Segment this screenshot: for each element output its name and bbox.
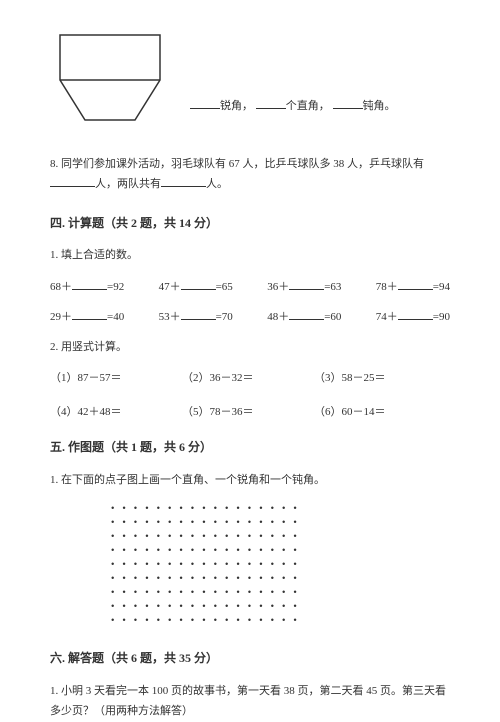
eq-2-4: 74＋=90 [376,308,450,328]
blank-acute[interactable] [190,97,220,109]
dot-row: ••••••••••••••••• [110,586,450,600]
q8-prefix: 8. 同学们参加课外活动，羽毛球队有 67 人，比乒乓球队多 38 人，乒乓球队… [50,158,424,170]
eq-2-1: 29＋=40 [50,308,124,328]
dot-row: ••••••••••••••••• [110,544,450,558]
eq-blank[interactable] [289,278,324,290]
eq-row-1: 68＋=92 47＋=65 36＋=63 78＋=94 [50,278,450,298]
label-acute: 锐角， [220,100,253,112]
eq-blank[interactable] [181,278,216,290]
eq-blank[interactable] [289,308,324,320]
dot-row: ••••••••••••••••• [110,558,450,572]
label-obtuse: 钝角。 [363,100,396,112]
shape-question-row: 锐角， 个直角， 钝角。 [50,30,450,125]
dot-row: ••••••••••••••••• [110,502,450,516]
label-right: 个直角， [286,100,330,112]
eq-1-4: 78＋=94 [376,278,450,298]
dot-row: ••••••••••••••••• [110,516,450,530]
eq-1-3: 36＋=63 [267,278,341,298]
blank-right[interactable] [256,97,286,109]
vert-1-1: （1）87－57＝ [50,369,182,389]
section-4-title: 四. 计算题（共 2 题，共 14 分） [50,213,450,235]
vert-2-1: （4）42＋48＝ [50,403,182,423]
eq-1-1: 68＋=92 [50,278,124,298]
angle-blanks: 锐角， 个直角， 钝角。 [190,97,396,125]
blank-obtuse[interactable] [333,97,363,109]
dot-grid: ••••••••••••••••••••••••••••••••••••••••… [110,502,450,628]
section-4-sub1: 1. 填上合适的数。 [50,246,450,266]
q8-suffix: 人。 [206,178,228,190]
section-6-q1: 1. 小明 3 天看完一本 100 页的故事书，第一天看 38 页，第二天看 4… [50,682,450,722]
eq-2-3: 48＋=60 [267,308,341,328]
eq-blank[interactable] [398,308,433,320]
vert-1-2: （2）36－32＝ [182,369,314,389]
vert-2-2: （5）78－36＝ [182,403,314,423]
eq-blank[interactable] [181,308,216,320]
pentagon-shape [50,30,170,125]
eq-blank[interactable] [72,308,107,320]
vert-row-2: （4）42＋48＝ （5）78－36＝ （6）60－14＝ [50,403,450,423]
vert-2-3: （6）60－14＝ [314,403,446,423]
dot-row: ••••••••••••••••• [110,600,450,614]
eq-blank[interactable] [72,278,107,290]
vert-1-3: （3）58－25＝ [314,369,446,389]
eq-row-2: 29＋=40 53＋=70 48＋=60 74＋=90 [50,308,450,328]
question-8: 8. 同学们参加课外活动，羽毛球队有 67 人，比乒乓球队多 38 人，乒乓球队… [50,155,450,195]
dot-row: ••••••••••••••••• [110,530,450,544]
eq-1-2: 47＋=65 [159,278,233,298]
dot-row: ••••••••••••••••• [110,572,450,586]
dot-row: ••••••••••••••••• [110,614,450,628]
section-5-sub1: 1. 在下面的点子图上画一个直角、一个锐角和一个钝角。 [50,471,450,491]
q8-mid: 人，两队共有 [95,178,161,190]
q8-blank-1[interactable] [50,175,95,187]
eq-blank[interactable] [398,278,433,290]
section-5-title: 五. 作图题（共 1 题，共 6 分） [50,437,450,459]
section-6-title: 六. 解答题（共 6 题，共 35 分） [50,648,450,670]
vert-row-1: （1）87－57＝ （2）36－32＝ （3）58－25＝ [50,369,450,389]
section-4-sub2: 2. 用竖式计算。 [50,338,450,358]
q8-blank-2[interactable] [161,175,206,187]
eq-2-2: 53＋=70 [159,308,233,328]
